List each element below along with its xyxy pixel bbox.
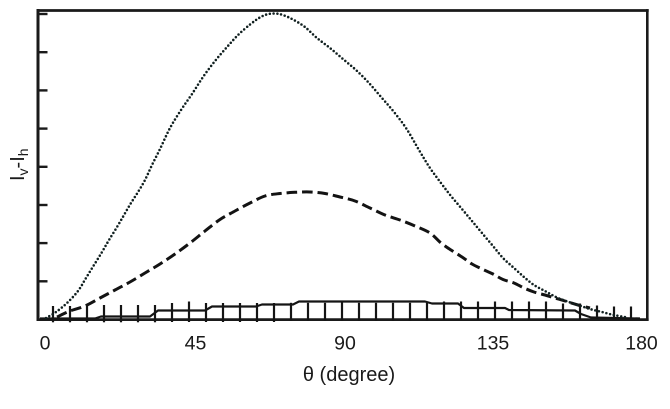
svg-text:180: 180 (625, 333, 658, 355)
svg-text:45: 45 (185, 333, 207, 355)
svg-text:0: 0 (40, 333, 51, 355)
svg-text:θ (degree): θ (degree) (303, 364, 395, 386)
svg-text:135: 135 (477, 333, 510, 355)
svg-text:90: 90 (334, 333, 356, 355)
svg-text:Iv-Ih: Iv-Ih (7, 148, 31, 181)
